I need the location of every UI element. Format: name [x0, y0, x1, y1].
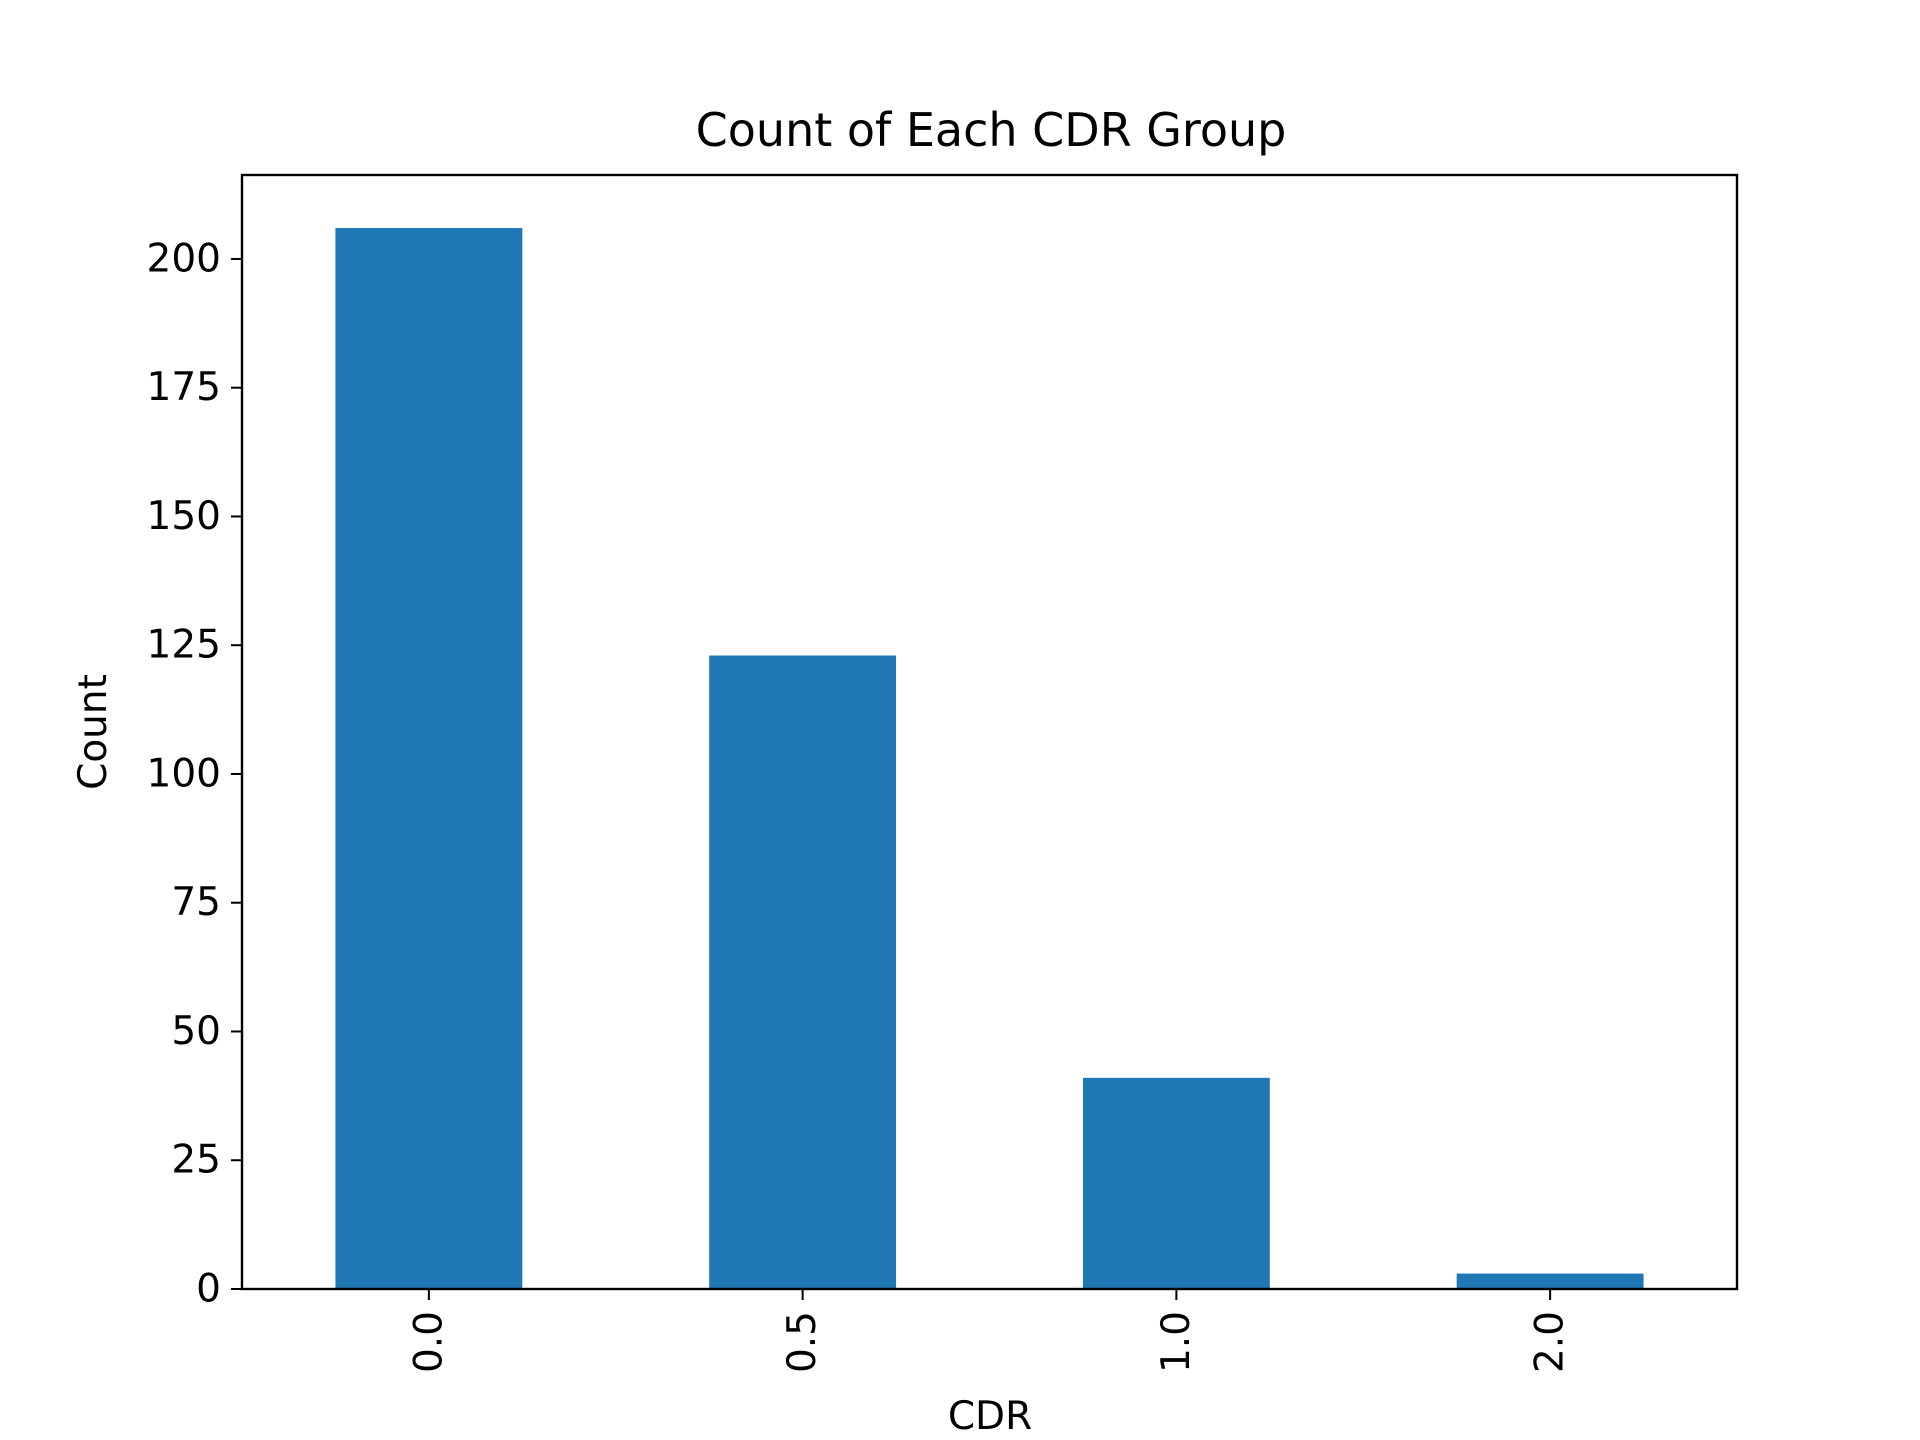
y-tick-label: 175 — [147, 365, 221, 410]
bar-0.0 — [335, 228, 523, 1290]
y-axis: 0 25 50 75 100 125 150 175 200 — [147, 236, 242, 1312]
y-tick-label: 0 — [196, 1267, 221, 1312]
y-axis-label: Count — [71, 674, 116, 790]
chart-title: Count of Each CDR Group — [696, 103, 1287, 157]
bar-1.0 — [1082, 1077, 1270, 1289]
y-tick-label: 25 — [171, 1138, 221, 1183]
y-tick-label: 100 — [147, 751, 221, 796]
y-tick-label: 200 — [147, 236, 221, 281]
y-tick-label: 75 — [171, 880, 221, 925]
x-tick-label: 1.0 — [1154, 1311, 1199, 1373]
bar-2.0 — [1456, 1273, 1644, 1289]
y-tick-label: 125 — [147, 623, 221, 668]
y-tick-label: 150 — [147, 494, 221, 539]
plot-frame — [240, 173, 1739, 1291]
x-tick-label: 2.0 — [1528, 1311, 1573, 1373]
x-axis-label: CDR — [948, 1394, 1032, 1439]
bar-0.5 — [709, 655, 897, 1289]
x-tick-label: 0.0 — [406, 1311, 451, 1373]
x-tick-label: 0.5 — [780, 1311, 825, 1373]
y-tick-label: 50 — [171, 1009, 221, 1054]
bars-group — [335, 228, 1644, 1290]
x-axis: 0.0 0.5 1.0 2.0 — [406, 1289, 1573, 1373]
